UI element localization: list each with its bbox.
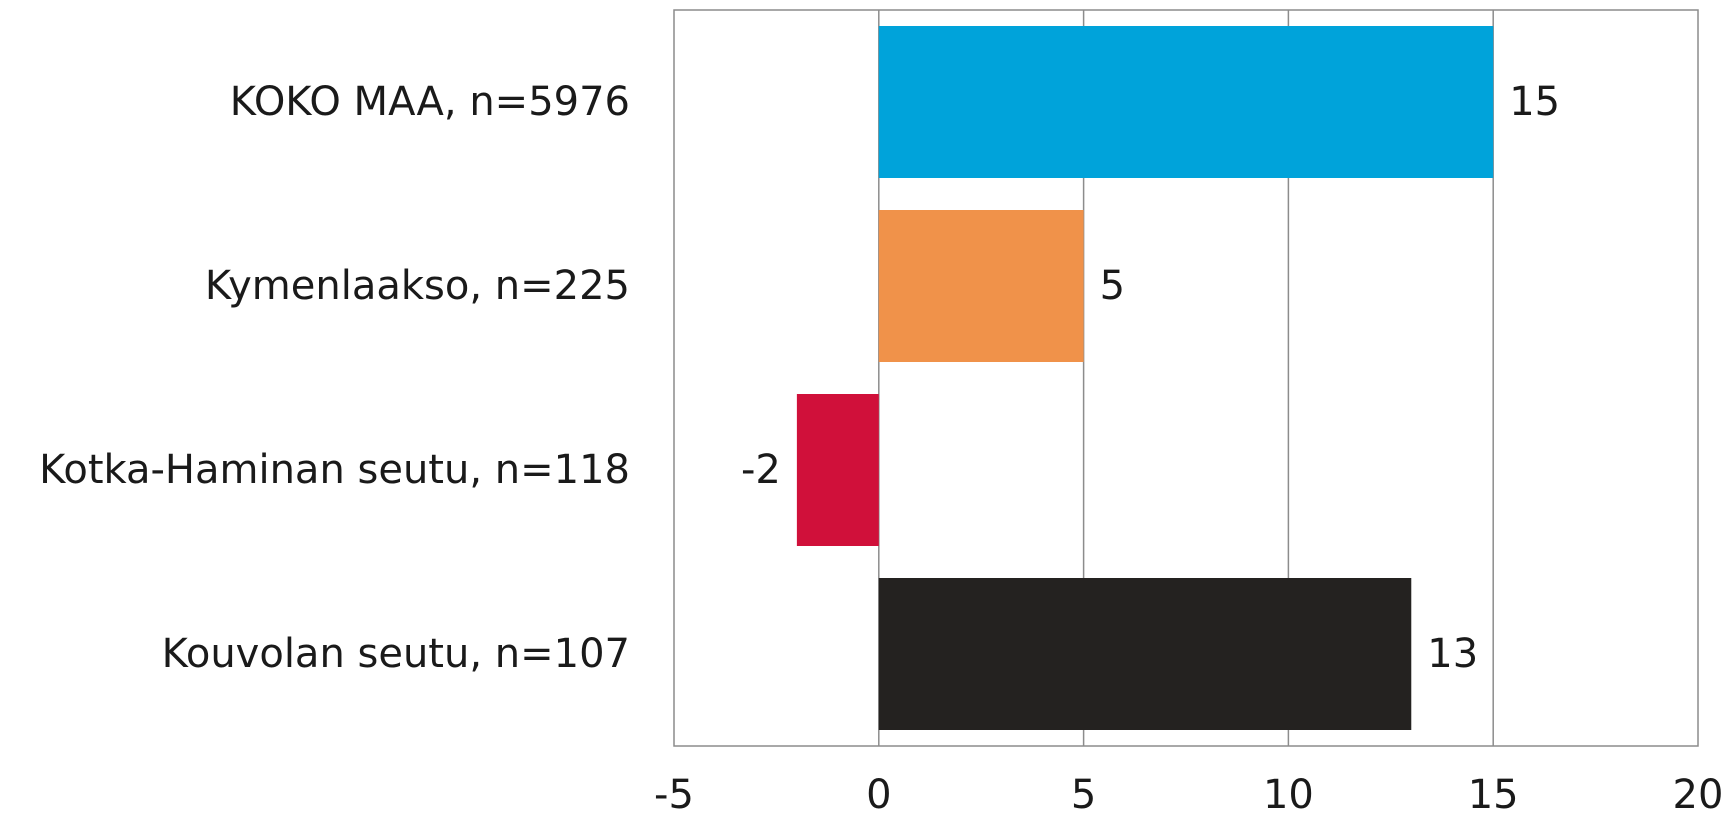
bar: [796, 394, 879, 546]
x-tick-label: 0: [866, 772, 891, 818]
bars: [796, 26, 1494, 730]
x-tick-label: 10: [1263, 772, 1314, 818]
x-tick-label: 20: [1673, 772, 1724, 818]
x-tick-label: 5: [1071, 772, 1096, 818]
data-label: -2: [741, 447, 781, 493]
x-tick-label: -5: [654, 772, 694, 818]
x-tick-label: 15: [1468, 772, 1519, 818]
data-labels: 15 5 -2 13: [741, 79, 1560, 677]
x-axis-tick-labels: -5 0 5 10 15 20: [654, 772, 1723, 818]
plot-border: [673, 9, 1699, 747]
data-label: 13: [1427, 631, 1478, 677]
bar: [878, 210, 1084, 362]
category-labels: KOKO MAA, n=5976 Kymenlaakso, n=225 Kotka-…: [39, 79, 630, 677]
plot-frame: [673, 9, 1699, 747]
category-label: KOKO MAA, n=5976: [230, 79, 630, 125]
bar: [878, 26, 1494, 178]
data-label: 5: [1100, 263, 1125, 309]
category-label: Kymenlaakso, n=225: [205, 263, 630, 309]
category-label: Kouvolan seutu, n=107: [162, 631, 630, 677]
data-label: 15: [1509, 79, 1560, 125]
bar: [878, 578, 1412, 730]
category-label: Kotka-Haminan seutu, n=118: [39, 447, 630, 493]
